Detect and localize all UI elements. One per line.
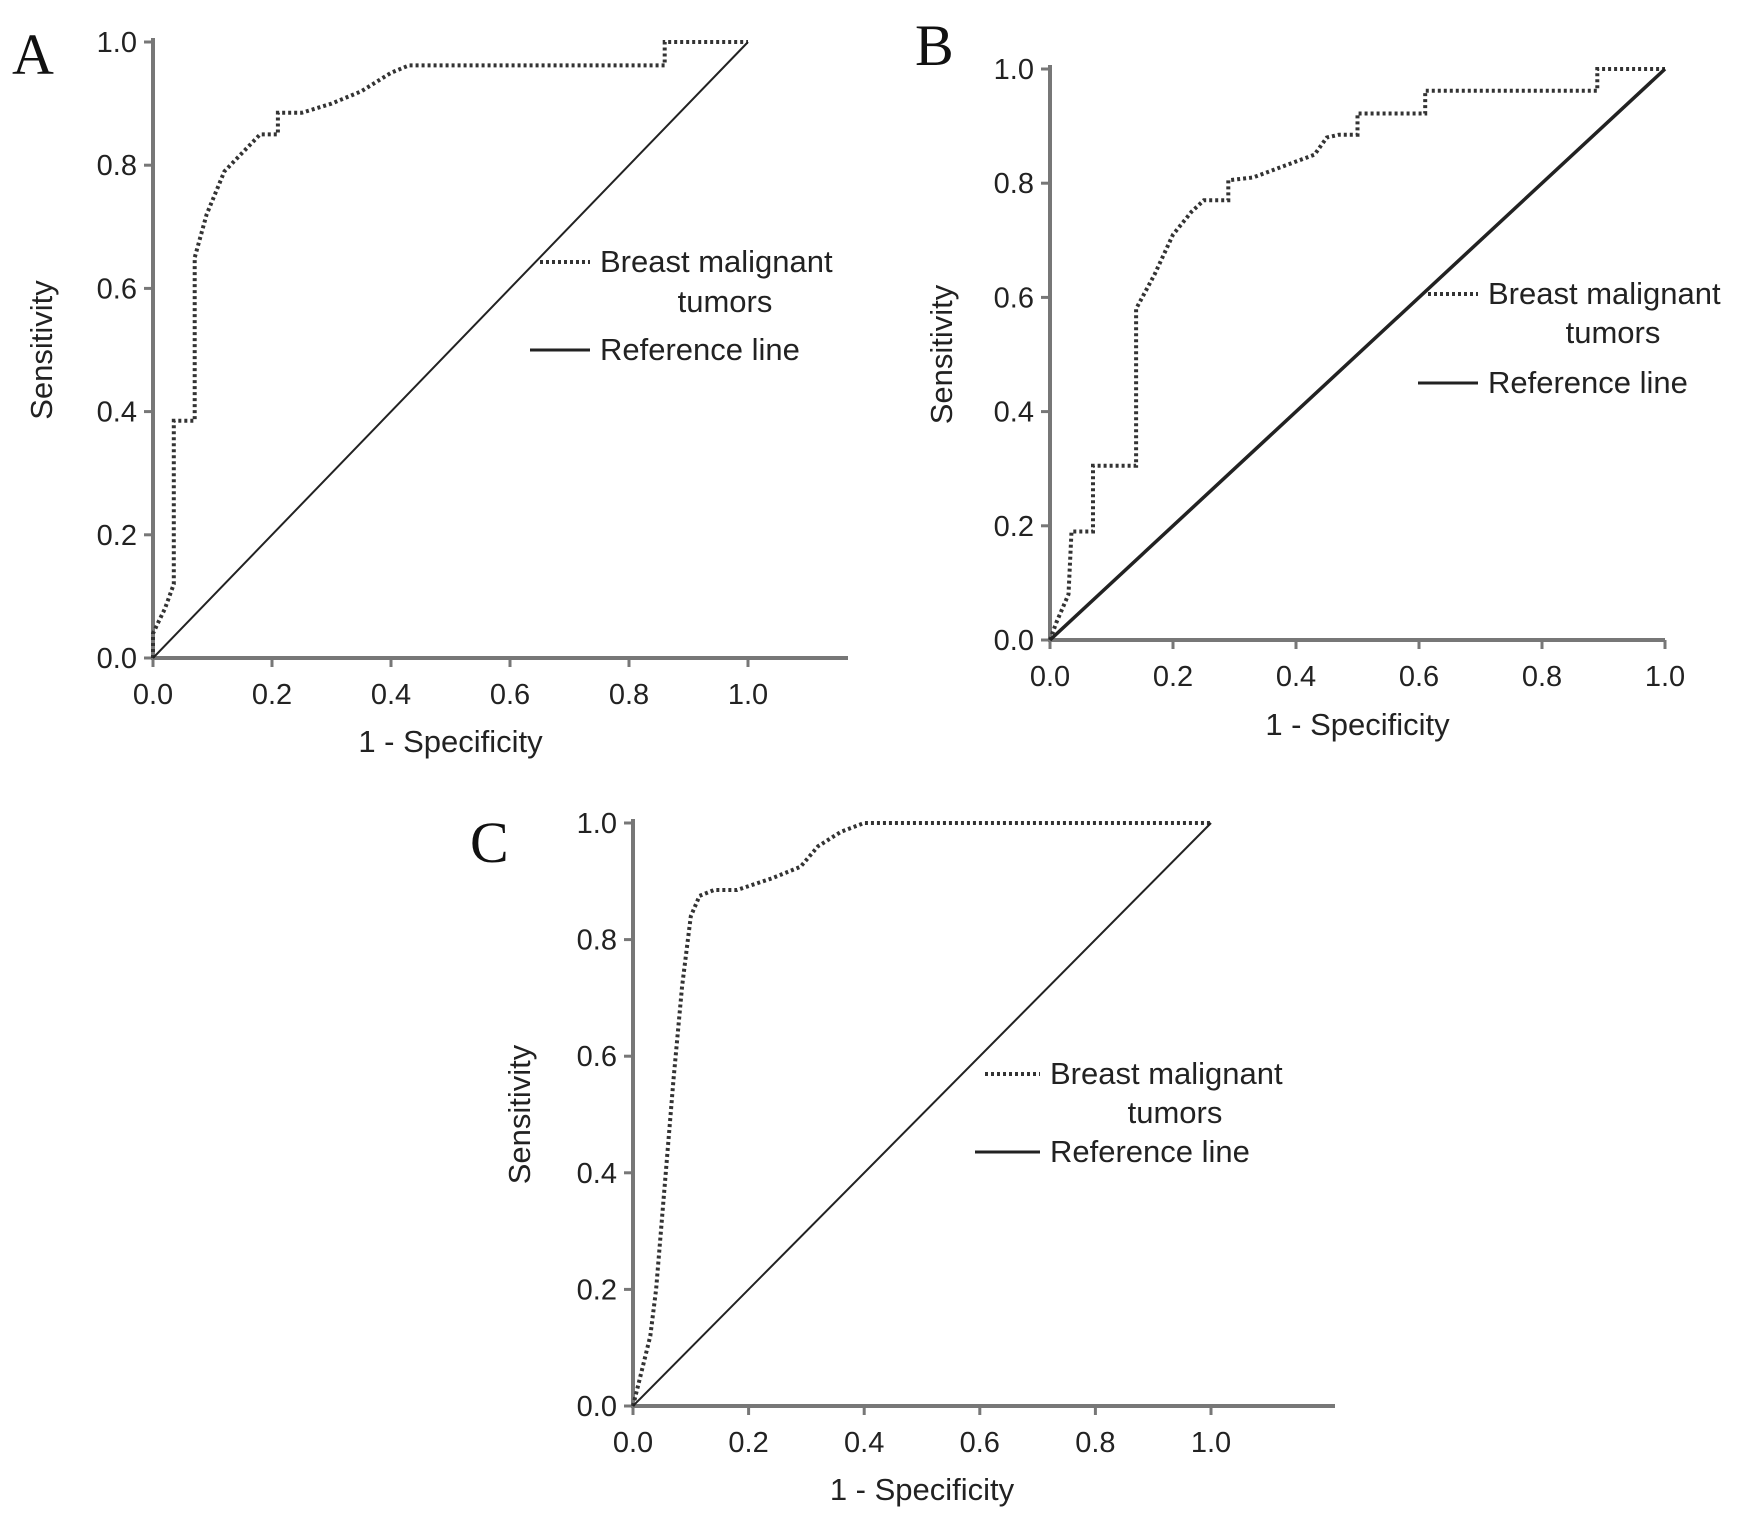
y-tick-label: 0.4 [97, 397, 137, 429]
x-tick-label: 0.0 [613, 1427, 653, 1459]
roc-panel-b: B 0.0 0.2 0.4 0.6 0.8 1.0 0.0 0.2 0.4 0.6 0.8 1.0 1 -… [915, 13, 1721, 742]
x-tick-label: 1.0 [728, 679, 768, 711]
y-tick-label: 0.8 [97, 150, 137, 182]
legend-label-roc: Breast malignant [1050, 1056, 1283, 1091]
roc-panel-c: C 0.0 0.2 0.4 0.6 0.8 1.0 0.0 0.2 0.4 0.6 0.8 1.0 1 -… [470, 808, 1335, 1507]
y-tick-label: 0.2 [994, 511, 1034, 543]
x-tick-label: 0.8 [609, 679, 649, 711]
legend-label-reference: Reference line [1488, 365, 1688, 400]
x-tick-label: 0.6 [490, 679, 530, 711]
y-tick-label: 1.0 [994, 54, 1034, 86]
x-tick-label: 1.0 [1645, 661, 1685, 693]
x-tick-label: 0.8 [1075, 1427, 1115, 1459]
y-tick-label: 0.2 [577, 1274, 617, 1306]
panel-letter: A [12, 22, 54, 87]
x-tick-label: 0.4 [1276, 661, 1316, 693]
roc-curve-series [151, 40, 748, 658]
reference-line-series [152, 41, 749, 659]
x-tick-label: 0.2 [1153, 661, 1193, 693]
y-tick-label: 0.2 [97, 520, 137, 552]
reference-line-series [632, 822, 1212, 1407]
x-tick-label: 0.2 [252, 679, 292, 711]
y-tick-label: 0.4 [577, 1158, 617, 1190]
legend-label-roc-line2: tumors [678, 284, 773, 319]
x-tick-label: 1.0 [1191, 1427, 1231, 1459]
legend-label-roc: Breast malignant [1488, 276, 1721, 311]
x-tick-label: 0.4 [371, 679, 411, 711]
reference-line-series [1048, 67, 1667, 642]
legend: Breast malignant tumors Reference line [530, 244, 833, 367]
legend: Breast malignant tumors Reference line [1418, 276, 1721, 400]
x-tick-label: 0.8 [1522, 661, 1562, 693]
panel-letter: B [915, 13, 954, 78]
y-tick-label: 0.0 [97, 643, 137, 675]
legend-label-roc-line2: tumors [1566, 315, 1661, 350]
x-tick-label: 0.0 [1030, 661, 1070, 693]
y-tick-label: 0.8 [994, 168, 1034, 200]
x-tick-label: 0.2 [728, 1427, 768, 1459]
legend-label-reference: Reference line [1050, 1134, 1250, 1169]
x-tick-label: 0.6 [960, 1427, 1000, 1459]
x-axis-title: 1 - Specificity [358, 724, 543, 759]
x-tick-label: 0.6 [1399, 661, 1439, 693]
y-tick-label: 1.0 [97, 27, 137, 59]
panel-letter: C [470, 810, 509, 875]
y-tick-label: 0.4 [994, 397, 1034, 429]
y-axis-title: Sensitivity [502, 1044, 537, 1184]
y-tick-label: 0.0 [994, 625, 1034, 657]
y-tick-label: 0.6 [577, 1041, 617, 1073]
legend-label-reference: Reference line [600, 332, 800, 367]
y-tick-label: 0.6 [97, 273, 137, 305]
roc-curve-series [631, 821, 1211, 1407]
x-axis-title: 1 - Specificity [830, 1472, 1015, 1507]
roc-curve-series [1048, 67, 1665, 641]
x-tick-label: 0.0 [133, 679, 173, 711]
y-tick-label: 0.0 [577, 1391, 617, 1423]
x-axis-title: 1 - Specificity [1265, 707, 1450, 742]
x-tick-label: 0.4 [844, 1427, 884, 1459]
y-axis-title: Sensitivity [24, 280, 59, 420]
legend: Breast malignant tumors Reference line [975, 1056, 1283, 1169]
legend-label-roc: Breast malignant [600, 244, 833, 279]
legend-label-roc-line2: tumors [1128, 1095, 1223, 1130]
y-axis-title: Sensitivity [924, 284, 959, 424]
y-tick-label: 0.6 [994, 282, 1034, 314]
y-tick-label: 0.8 [577, 925, 617, 957]
y-tick-label: 1.0 [577, 808, 617, 840]
roc-panel-a: A 0.0 0.2 0.4 0.6 0.8 1.0 0.0 0.2 0.4 0.6 0.8 1.0 1 -… [12, 22, 848, 759]
